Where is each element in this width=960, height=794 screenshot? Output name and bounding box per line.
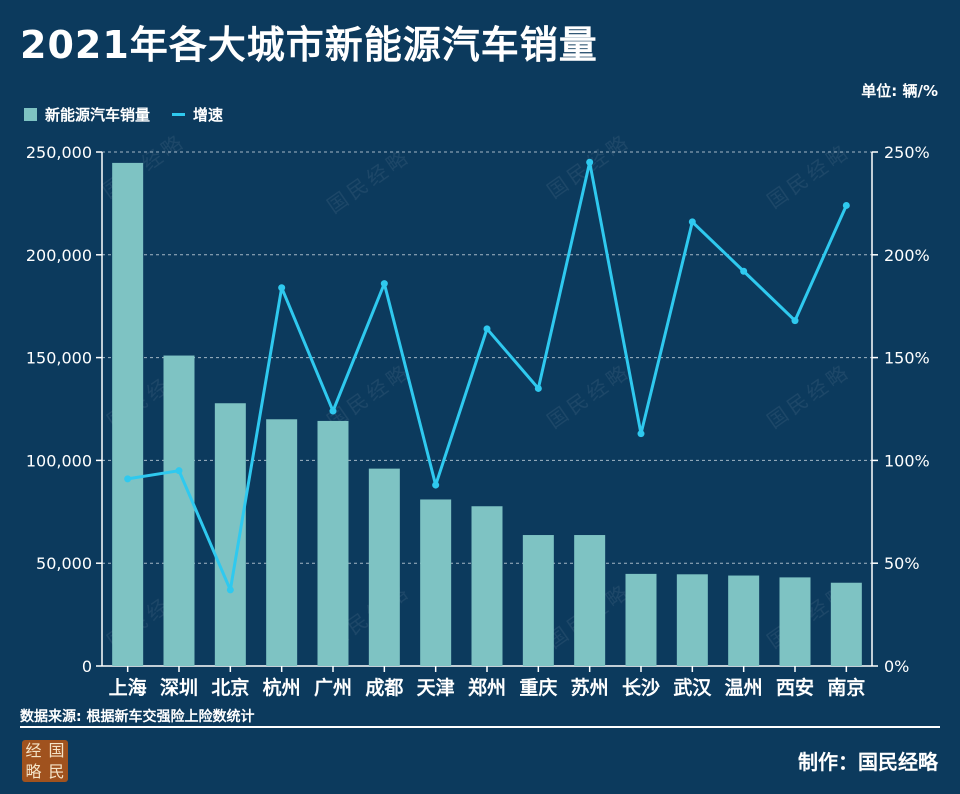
x-tick-label: 南京 bbox=[827, 676, 865, 699]
legend: 新能源汽车销量 增速 bbox=[24, 104, 223, 125]
bar bbox=[420, 499, 452, 666]
bar bbox=[163, 355, 195, 666]
y-tick-label: 0 bbox=[82, 657, 92, 676]
y2-tick-label: 250% bbox=[884, 143, 930, 162]
bar bbox=[779, 577, 811, 666]
brand-logo: 经 国 略 民 bbox=[22, 740, 68, 782]
x-tick-label: 杭州 bbox=[263, 676, 301, 699]
growth-point bbox=[842, 201, 850, 209]
growth-point bbox=[226, 586, 234, 594]
growth-point bbox=[278, 284, 286, 292]
x-tick-label: 温州 bbox=[725, 677, 763, 699]
y2-tick-label: 200% bbox=[884, 246, 930, 265]
y2-tick-label: 50% bbox=[884, 554, 920, 573]
x-tick-label: 天津 bbox=[417, 676, 455, 699]
growth-point bbox=[791, 317, 799, 325]
growth-point bbox=[637, 430, 645, 438]
growth-point bbox=[175, 467, 183, 475]
unit-label: 单位: 辆/% bbox=[861, 82, 938, 100]
x-tick-label: 深圳 bbox=[160, 676, 198, 699]
credit: 制作：国民经略 bbox=[798, 750, 938, 774]
growth-point bbox=[688, 218, 696, 226]
bar bbox=[676, 574, 708, 666]
growth-point bbox=[432, 481, 440, 489]
y-tick-label: 50,000 bbox=[36, 554, 92, 573]
growth-point bbox=[329, 407, 337, 415]
y-tick-label: 150,000 bbox=[26, 349, 92, 368]
x-tick-label: 北京 bbox=[211, 676, 249, 699]
x-tick-label: 重庆 bbox=[519, 676, 557, 699]
y-tick-label: 100,000 bbox=[26, 451, 92, 470]
logo-char: 经 bbox=[25, 741, 42, 760]
bar bbox=[522, 535, 554, 666]
logo-char: 民 bbox=[48, 762, 65, 781]
y-tick-label: 250,000 bbox=[26, 143, 92, 162]
x-tick-label: 成都 bbox=[365, 676, 403, 699]
chart-title: 2021年各大城市新能源汽车销量 bbox=[20, 23, 598, 67]
y2-tick-label: 0% bbox=[884, 657, 909, 676]
source-note: 数据来源: 根据新车交强险上险数统计 bbox=[20, 709, 255, 725]
growth-point bbox=[586, 158, 594, 166]
x-tick-label: 西安 bbox=[776, 676, 814, 699]
legend-line-swatch bbox=[172, 113, 186, 116]
x-tick-label: 长沙 bbox=[622, 677, 660, 699]
logo-char: 略 bbox=[25, 762, 42, 781]
x-tick-label: 郑州 bbox=[468, 677, 506, 699]
bar bbox=[112, 162, 144, 667]
x-tick-label: 广州 bbox=[314, 676, 352, 699]
bar bbox=[625, 573, 657, 666]
y2-tick-label: 100% bbox=[884, 451, 930, 470]
growth-point bbox=[483, 325, 491, 333]
bar bbox=[830, 582, 862, 666]
x-tick-label: 上海 bbox=[109, 676, 147, 699]
bar bbox=[266, 419, 298, 666]
bar bbox=[471, 506, 503, 666]
legend-bar-swatch bbox=[24, 108, 37, 121]
bar bbox=[728, 575, 760, 666]
growth-point bbox=[380, 280, 388, 288]
footer-divider bbox=[20, 726, 940, 728]
y2-tick-label: 150% bbox=[884, 349, 930, 368]
legend-line-label: 增速 bbox=[193, 106, 224, 124]
logo-char: 国 bbox=[48, 741, 65, 760]
growth-point bbox=[534, 384, 542, 392]
legend-bar-label: 新能源汽车销量 bbox=[45, 106, 151, 124]
growth-point bbox=[740, 267, 748, 275]
bar bbox=[317, 420, 349, 666]
bar bbox=[574, 535, 606, 666]
x-tick-label: 武汉 bbox=[673, 677, 712, 699]
y-tick-label: 200,000 bbox=[26, 246, 92, 265]
bar bbox=[368, 468, 400, 666]
growth-point bbox=[124, 475, 132, 483]
x-tick-label: 苏州 bbox=[571, 676, 609, 699]
